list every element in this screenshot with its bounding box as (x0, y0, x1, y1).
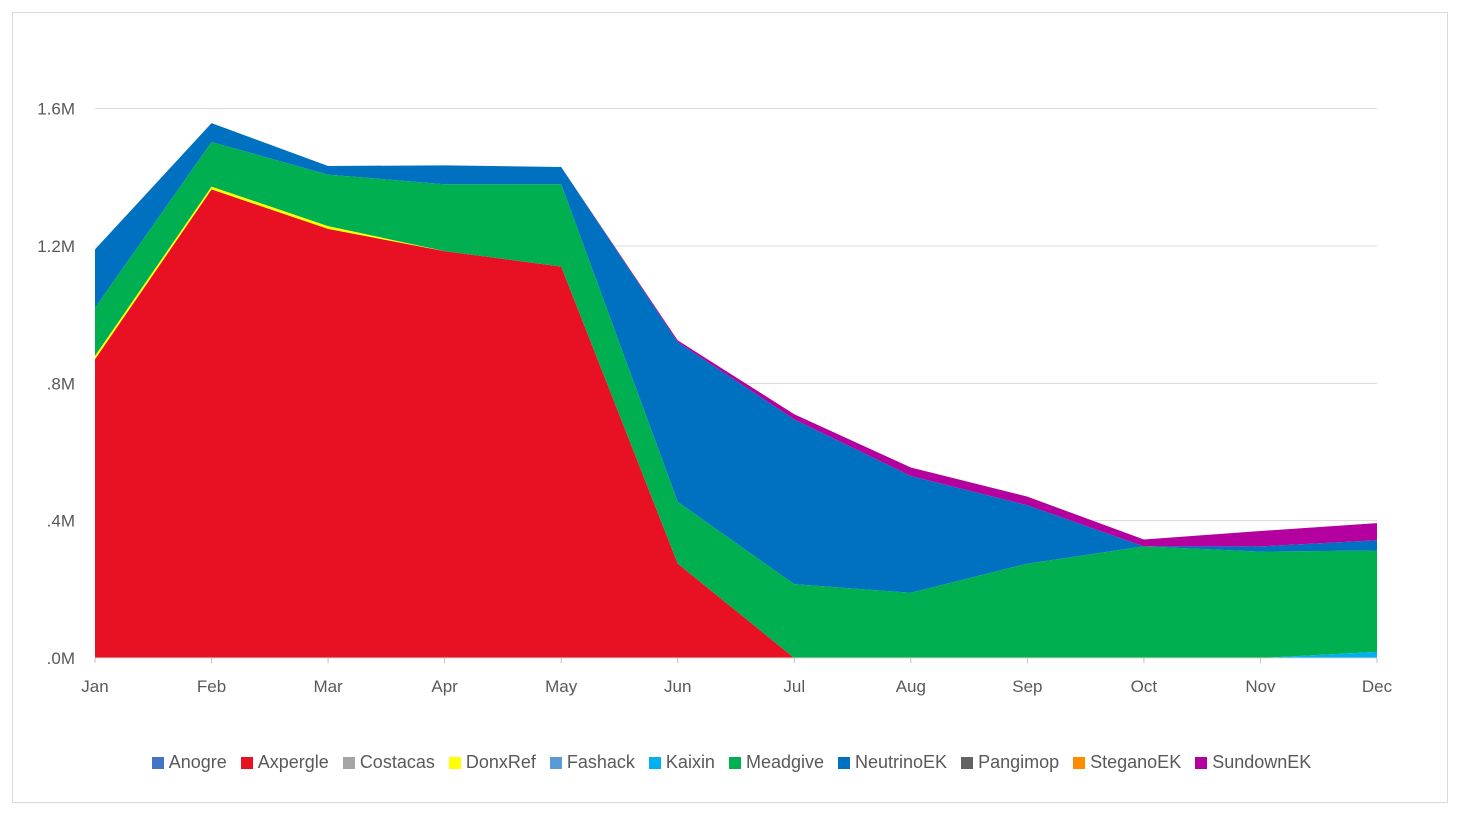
x-tick-label: Sep (1012, 677, 1042, 696)
x-axis-ticks: Jan Feb Mar Apr May Jun Jul Aug Sep Oct Nov Dec (81, 657, 1393, 696)
legend: Anogre Axpergle Costacas DonxRef Fashack Kaix… (0, 752, 1463, 773)
legend-item-axpergle: Axpergle (240, 752, 329, 773)
x-tick-label: Feb (197, 677, 226, 696)
x-tick-label: Dec (1362, 677, 1393, 696)
legend-swatch (648, 756, 661, 769)
x-tick-label: May (545, 677, 578, 696)
x-tick-label: Jun (664, 677, 691, 696)
legend-label: Axpergle (257, 752, 329, 772)
legend-swatch (342, 756, 355, 769)
x-tick-label: Jul (783, 677, 805, 696)
legend-swatch (151, 756, 164, 769)
legend-item-meadgive: Meadgive (728, 752, 824, 773)
legend-item-pangimop: Pangimop (961, 752, 1059, 773)
legend-swatch (1195, 756, 1208, 769)
legend-swatch (240, 756, 253, 769)
legend-label: DonxRef (465, 752, 536, 772)
legend-label: Kaixin (665, 752, 715, 772)
legend-label: Anogre (168, 752, 227, 772)
legend-swatch (1073, 756, 1086, 769)
legend-label: Fashack (566, 752, 635, 772)
series-area-meadgive (95, 141, 1377, 659)
legend-label: NeutrinoEK (855, 752, 948, 772)
legend-swatch (961, 756, 974, 769)
legend-item-sundownek: SundownEK (1195, 752, 1311, 773)
x-tick-label: Jan (81, 677, 108, 696)
legend-label: SundownEK (1212, 752, 1312, 772)
y-tick-label: 1.2M (37, 237, 75, 256)
legend-swatch (549, 756, 562, 769)
x-tick-label: Oct (1131, 677, 1158, 696)
series-area-axpergle (95, 189, 1377, 658)
x-tick-label: Nov (1245, 677, 1276, 696)
x-tick-label: Aug (896, 677, 926, 696)
series-area-neutrinoek (95, 123, 1377, 593)
legend-item-fashack: Fashack (549, 752, 635, 773)
legend-label: SteganoEK (1090, 752, 1182, 772)
y-tick-label: 1.6M (37, 100, 75, 119)
legend-item-costacas: Costacas (342, 752, 435, 773)
legend-swatch (838, 756, 850, 769)
x-tick-label: Mar (313, 677, 343, 696)
y-tick-label: .8M (47, 374, 75, 393)
legend-label: Meadgive (745, 752, 824, 772)
y-axis-ticks: .0M .4M .8M 1.2M 1.6M (37, 100, 75, 668)
legend-item-kaixin: Kaixin (648, 752, 715, 773)
y-tick-label: .0M (47, 649, 75, 668)
legend-swatch (728, 756, 741, 769)
legend-label: Pangimop (978, 752, 1060, 772)
legend-item-anogre: Anogre (151, 752, 227, 773)
legend-swatch (448, 756, 461, 769)
x-tick-label: Apr (431, 677, 458, 696)
y-tick-label: .4M (47, 512, 75, 531)
legend-item-neutrinoek: NeutrinoEK (838, 752, 947, 773)
legend-item-donxref: DonxRef (448, 752, 536, 773)
legend-item-steganoek: SteganoEK (1073, 752, 1181, 773)
legend-label: Costacas (359, 752, 435, 772)
series-areas (95, 123, 1377, 659)
